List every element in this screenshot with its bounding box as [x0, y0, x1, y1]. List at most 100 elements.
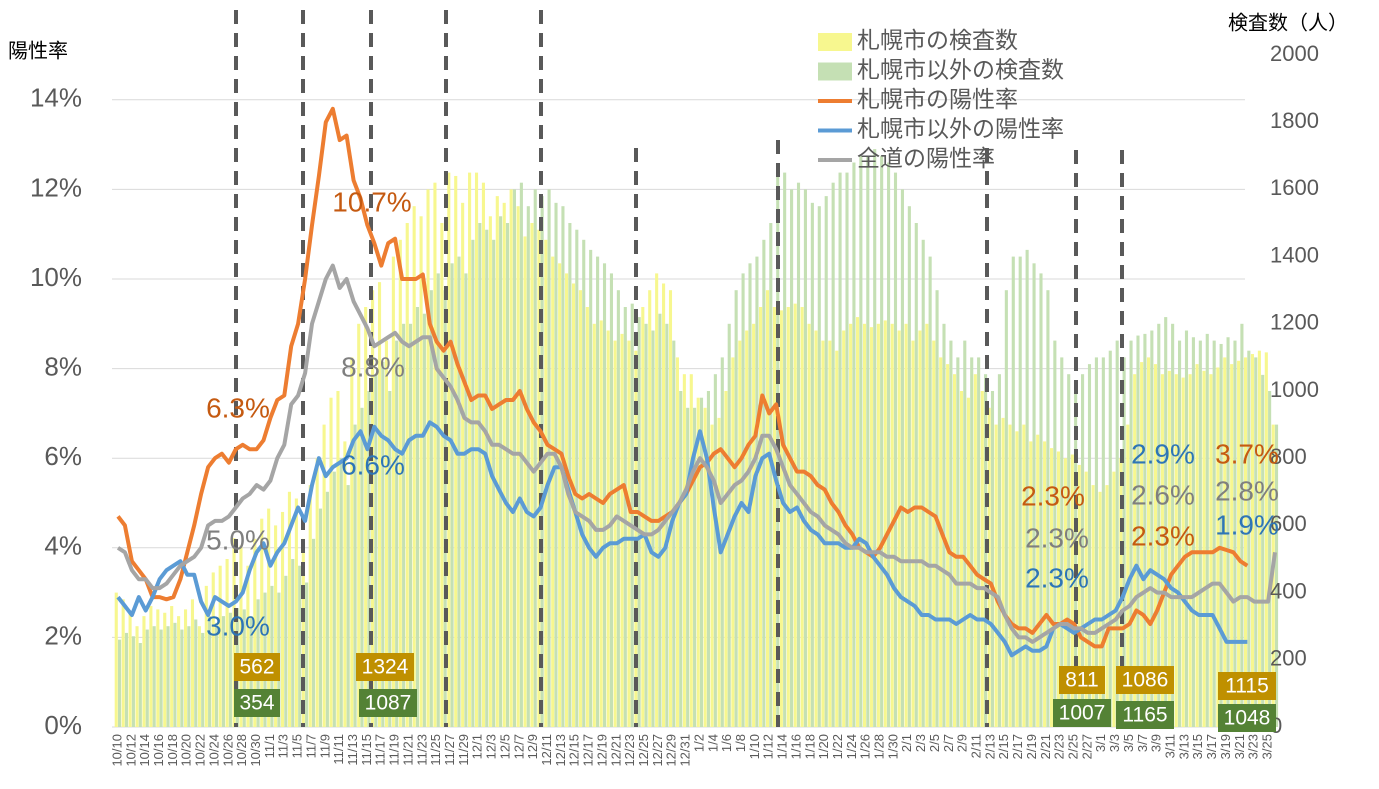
bar: [228, 612, 232, 727]
bar: [311, 538, 316, 727]
bar: [1268, 391, 1272, 727]
bar: [918, 330, 922, 727]
bar: [1084, 471, 1088, 727]
bar: [706, 391, 710, 727]
bar: [118, 639, 122, 727]
annotation: 6.6%: [341, 449, 405, 480]
bar: [447, 172, 451, 728]
x-tick-label: 3/25: [1260, 734, 1275, 759]
bar: [845, 172, 849, 728]
x-tick-label: 2/21: [1038, 734, 1053, 759]
bar: [862, 323, 867, 727]
bar: [602, 263, 607, 727]
bar: [471, 239, 475, 728]
bar: [1039, 273, 1043, 727]
bar: [436, 273, 440, 727]
bar: [1237, 360, 1241, 727]
bar: [415, 307, 420, 727]
x-tick-label: 11/9: [317, 734, 332, 758]
bar: [221, 616, 226, 727]
x-tick-label: 11/27: [442, 734, 457, 766]
bar: [928, 256, 932, 727]
bar: [1243, 357, 1248, 727]
bar: [322, 424, 326, 727]
bar: [1101, 357, 1105, 727]
x-tick-label: 11/7: [303, 734, 318, 758]
legend-label: 札幌市以外の陽性率: [857, 116, 1064, 142]
x-tick-label: 12/13: [553, 734, 568, 767]
y2-tick-label: 400: [1270, 578, 1307, 603]
bar: [1230, 364, 1234, 727]
bar: [558, 263, 562, 727]
bar: [1011, 256, 1015, 727]
bar: [547, 189, 551, 727]
bar: [786, 307, 790, 727]
x-tick-label: 1/18: [802, 734, 817, 759]
bar: [1254, 357, 1258, 727]
bar: [897, 330, 901, 727]
y2-axis-title: 検査数（人）: [1228, 11, 1348, 34]
x-tick-label: 2/25: [1066, 734, 1081, 759]
bar: [655, 273, 659, 727]
x-tick-label: 1/26: [858, 734, 873, 759]
bar: [1198, 340, 1202, 727]
bar: [679, 391, 683, 727]
bar: [1174, 374, 1178, 727]
x-tick-label: 2/23: [1052, 734, 1067, 759]
bar: [565, 273, 569, 727]
bar: [1226, 337, 1230, 727]
bar: [1143, 333, 1147, 727]
y2-tick-label: 2000: [1270, 41, 1319, 66]
value-box-label: 1165: [1122, 704, 1167, 727]
bar: [1164, 317, 1168, 727]
bar: [1153, 364, 1158, 727]
x-tick-label: 3/5: [1121, 734, 1136, 752]
bar: [190, 599, 195, 727]
x-tick-label: 12/25: [636, 734, 651, 767]
x-tick-label: 3/9: [1149, 734, 1164, 752]
bar: [1056, 451, 1061, 727]
x-tick-label: 3/1: [1093, 734, 1108, 752]
value-box-label: 1115: [1225, 675, 1269, 698]
bar: [1060, 357, 1064, 727]
bar: [949, 340, 953, 727]
bar: [1018, 256, 1022, 727]
bar: [537, 229, 541, 727]
annotation: 3.0%: [206, 610, 270, 641]
x-tick-label: 1/14: [775, 734, 790, 759]
bar: [291, 559, 295, 727]
y2-tick-label: 200: [1270, 646, 1307, 671]
y2-tick-label: 1200: [1270, 310, 1319, 335]
x-tick-label: 10/30: [248, 734, 263, 767]
bar: [461, 202, 465, 728]
bar: [208, 616, 212, 727]
bar: [384, 340, 388, 727]
bar: [959, 391, 964, 727]
bar: [530, 223, 534, 727]
bar: [1087, 364, 1092, 727]
y-tick-label: 10%: [30, 262, 82, 292]
y-tick-label: 6%: [44, 441, 82, 471]
x-tick-label: 3/23: [1246, 734, 1261, 759]
legend-swatch: [818, 62, 852, 81]
bar: [838, 172, 842, 728]
x-tick-label: 1/6: [719, 734, 734, 752]
bar: [495, 196, 499, 727]
bar: [1129, 340, 1133, 727]
y-tick-label: 12%: [30, 172, 82, 202]
bar: [478, 223, 482, 727]
bar: [856, 317, 860, 727]
bar: [377, 282, 382, 727]
bar: [1004, 290, 1008, 727]
x-tick-label: 3/11: [1163, 734, 1178, 758]
bar: [835, 350, 839, 727]
x-tick-label: 1/8: [733, 734, 748, 752]
value-box-label: 1048: [1224, 707, 1271, 730]
x-tick-label: 2/1: [899, 734, 914, 752]
bar: [696, 397, 700, 727]
bar: [616, 290, 620, 727]
bar: [121, 599, 125, 727]
bar: [963, 340, 967, 727]
bar: [138, 643, 142, 727]
bar: [675, 357, 679, 727]
